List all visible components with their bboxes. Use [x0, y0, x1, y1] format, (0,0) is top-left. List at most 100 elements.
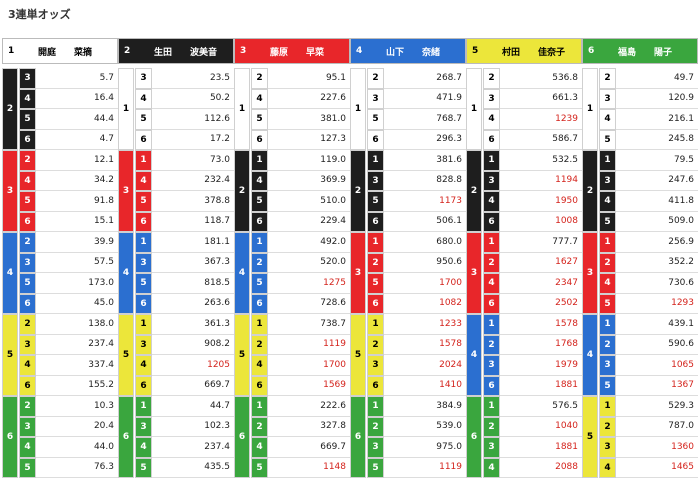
odds-value: 1008 — [500, 212, 582, 232]
third-boat: 1 — [251, 314, 268, 335]
third-boat: 6 — [367, 293, 384, 314]
third-boat: 2 — [367, 252, 384, 273]
odds-value: 91.8 — [36, 191, 118, 212]
third-boat: 3 — [19, 68, 36, 89]
third-boat: 5 — [599, 211, 616, 232]
third-boat: 6 — [135, 293, 152, 314]
odds-value: 818.5 — [152, 273, 234, 294]
third-boat: 3 — [367, 437, 384, 458]
third-boat: 4 — [599, 109, 616, 130]
third-boat: 1 — [367, 150, 384, 171]
third-boat: 1 — [135, 396, 152, 417]
odds-value: 669.7 — [152, 376, 234, 396]
third-boat: 1 — [135, 232, 152, 253]
odds-value: 1082 — [384, 294, 466, 314]
odds-value: 510.0 — [268, 191, 350, 212]
odds-value: 44.0 — [36, 437, 118, 458]
boat-number: 2 — [124, 39, 144, 63]
third-boat: 4 — [483, 457, 500, 478]
odds-value: 439.1 — [616, 314, 698, 335]
third-boat: 6 — [483, 211, 500, 232]
third-boat: 3 — [19, 334, 36, 355]
odds-value: 16.4 — [36, 89, 118, 109]
third-boat: 5 — [251, 109, 268, 130]
third-boat: 3 — [135, 416, 152, 437]
second-boat: 1 — [582, 68, 598, 150]
odds-value: 76.3 — [36, 458, 118, 478]
odds-value: 229.4 — [268, 212, 350, 232]
page-title: 3連単オッズ — [8, 8, 71, 21]
second-boat: 6 — [2, 396, 18, 478]
odds-value: 381.0 — [268, 109, 350, 130]
odds-value: 17.2 — [152, 130, 234, 150]
odds-value: 529.3 — [616, 396, 698, 417]
third-boat: 1 — [135, 150, 152, 171]
third-boat: 3 — [483, 437, 500, 458]
racer-surname: 村田 — [502, 39, 538, 63]
third-boat: 3 — [483, 170, 500, 191]
third-boat: 5 — [135, 109, 152, 130]
odds-value: 102.3 — [152, 417, 234, 437]
odds-value: 381.6 — [384, 150, 466, 171]
third-boat: 2 — [19, 314, 36, 335]
odds-value: 10.3 — [36, 396, 118, 417]
third-boat: 5 — [19, 457, 36, 478]
odds-value: 728.6 — [268, 294, 350, 314]
third-boat: 5 — [19, 109, 36, 130]
second-boat: 6 — [466, 396, 482, 478]
third-boat: 1 — [135, 314, 152, 335]
third-boat: 6 — [19, 211, 36, 232]
third-boat: 2 — [367, 68, 384, 89]
odds-value: 44.4 — [36, 109, 118, 130]
third-boat: 6 — [135, 129, 152, 150]
racer-given-name: 陽子 — [654, 39, 696, 63]
third-boat: 5 — [251, 191, 268, 212]
odds-value: 1119 — [384, 458, 466, 478]
odds-value: 20.4 — [36, 417, 118, 437]
third-boat: 5 — [599, 129, 616, 150]
odds-value: 2088 — [500, 458, 582, 478]
third-boat: 2 — [251, 68, 268, 89]
odds-value: 1979 — [500, 355, 582, 376]
third-boat: 6 — [367, 211, 384, 232]
third-boat: 6 — [367, 375, 384, 396]
odds-value: 492.0 — [268, 232, 350, 253]
third-boat: 5 — [251, 273, 268, 294]
third-boat: 1 — [367, 396, 384, 417]
odds-value: 263.6 — [152, 294, 234, 314]
third-boat: 1 — [483, 314, 500, 335]
third-boat: 1 — [599, 232, 616, 253]
odds-value: 532.5 — [500, 150, 582, 171]
third-boat: 4 — [483, 191, 500, 212]
racer-surname: 福島 — [618, 39, 654, 63]
odds-value: 539.0 — [384, 417, 466, 437]
third-boat: 6 — [19, 375, 36, 396]
third-boat: 2 — [599, 252, 616, 273]
third-boat: 2 — [367, 334, 384, 355]
second-boat: 5 — [350, 314, 366, 396]
third-boat: 2 — [251, 252, 268, 273]
third-boat: 2 — [19, 396, 36, 417]
odds-value: 768.7 — [384, 109, 466, 130]
odds-value: 120.9 — [616, 89, 698, 109]
odds-value: 95.1 — [268, 68, 350, 89]
second-boat: 1 — [350, 68, 366, 150]
odds-value: 155.2 — [36, 376, 118, 396]
third-boat: 3 — [599, 437, 616, 458]
odds-value: 908.2 — [152, 335, 234, 355]
boat-number: 6 — [588, 39, 608, 63]
third-boat: 2 — [367, 416, 384, 437]
third-boat: 3 — [135, 252, 152, 273]
second-boat: 5 — [118, 314, 134, 396]
odds-value: 536.8 — [500, 68, 582, 89]
third-boat: 2 — [599, 334, 616, 355]
odds-value: 1367 — [616, 376, 698, 396]
third-boat: 1 — [599, 396, 616, 417]
third-boat: 1 — [251, 232, 268, 253]
second-boat: 4 — [234, 232, 250, 314]
second-boat: 2 — [466, 150, 482, 232]
odds-value: 1700 — [384, 273, 466, 294]
racer-given-name: 奈緒 — [422, 39, 464, 63]
third-boat: 5 — [135, 273, 152, 294]
third-boat: 6 — [483, 375, 500, 396]
